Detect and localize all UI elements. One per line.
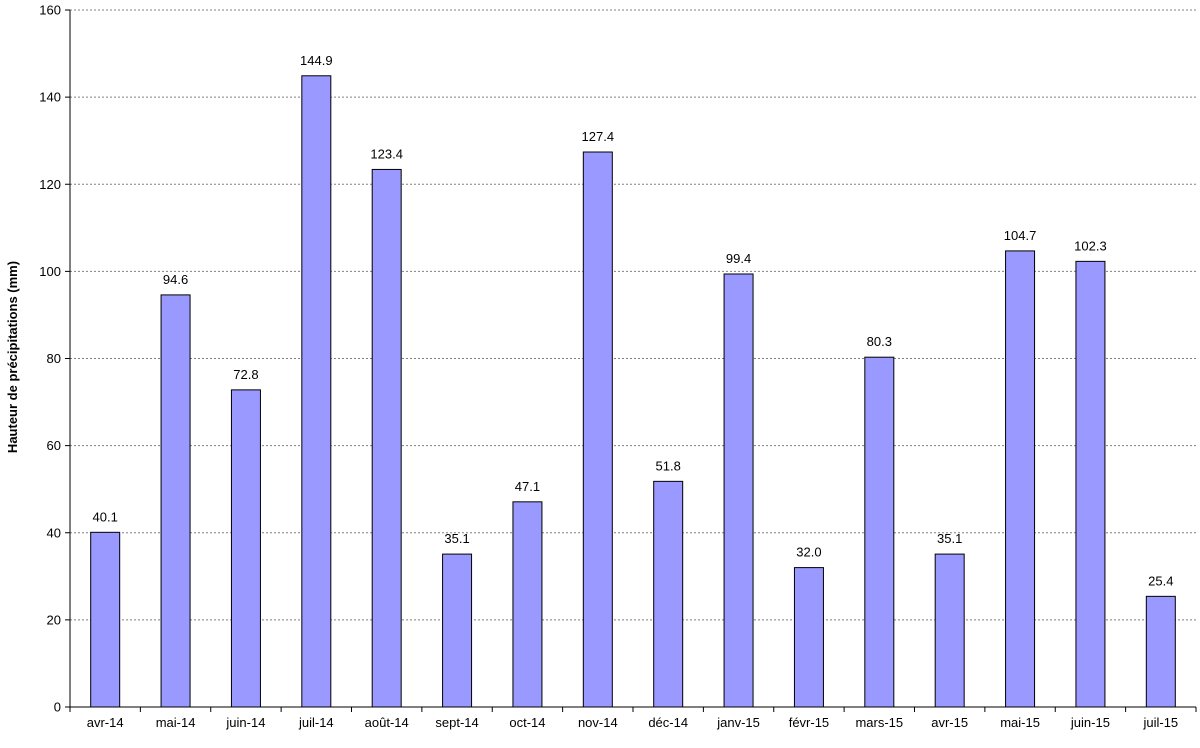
bar-nov-14 xyxy=(582,151,613,708)
y-tick-label: 140 xyxy=(39,90,61,105)
data-label: 72.8 xyxy=(233,367,258,382)
bar-mai-15 xyxy=(1005,250,1036,708)
bar-mars-15 xyxy=(864,356,895,708)
x-tick-labels: avr-14 mai-14 juin-14 juil-14 août-14 sept-14… xyxy=(87,715,1178,730)
y-axis-title: Hauteur de précipitations (mm) xyxy=(5,261,20,453)
data-label: 80.3 xyxy=(867,334,892,349)
x-tick-label: juil-15 xyxy=(1142,715,1178,730)
bar-déc-14 xyxy=(653,480,684,708)
y-tick-labels: 0 20 40 60 80 100 120 140 160 xyxy=(39,3,61,715)
data-label: 40.1 xyxy=(93,509,118,524)
bar-mai-14 xyxy=(160,294,191,708)
data-label: 123.4 xyxy=(370,146,403,161)
x-tick-label: juin-14 xyxy=(225,715,265,730)
bars xyxy=(90,75,1176,708)
y-tick-label: 20 xyxy=(47,612,61,627)
bar-oct-14 xyxy=(512,501,543,708)
data-label: 104.7 xyxy=(1004,228,1037,243)
axes xyxy=(65,9,1197,712)
data-label: 47.1 xyxy=(515,479,540,494)
bar-sept-14 xyxy=(442,553,473,708)
y-tick-label: 100 xyxy=(39,264,61,279)
x-tick-label: juil-14 xyxy=(298,715,334,730)
data-labels: 40.1 94.6 72.8 144.9 123.4 35.1 47.1 127.4 51.8 9… xyxy=(93,53,1174,589)
bar-avr-15 xyxy=(934,553,965,708)
x-tick-label: mars-15 xyxy=(855,715,903,730)
bar-juil-15 xyxy=(1145,595,1176,708)
x-tick-label: févr-15 xyxy=(789,715,829,730)
y-tick-label: 60 xyxy=(47,438,61,453)
x-tick-label: juin-15 xyxy=(1070,715,1110,730)
bar-juin-14 xyxy=(230,389,261,708)
bar-févr-15 xyxy=(793,567,824,708)
data-label: 35.1 xyxy=(937,531,962,546)
data-label: 51.8 xyxy=(656,458,681,473)
x-tick-label: mai-15 xyxy=(1000,715,1040,730)
data-label: 94.6 xyxy=(163,272,188,287)
bar-janv-15 xyxy=(723,273,754,708)
y-tick-label: 0 xyxy=(54,700,61,715)
y-tick-label: 40 xyxy=(47,525,61,540)
data-label: 144.9 xyxy=(300,53,333,68)
x-tick-label: mai-14 xyxy=(156,715,196,730)
bar-août-14 xyxy=(371,168,402,708)
x-tick-label: nov-14 xyxy=(578,715,618,730)
x-tick-label: août-14 xyxy=(365,715,409,730)
x-tick-label: avr-14 xyxy=(87,715,124,730)
data-label: 35.1 xyxy=(444,531,469,546)
y-tick-label: 120 xyxy=(39,177,61,192)
x-tick-label: avr-15 xyxy=(931,715,968,730)
data-label: 127.4 xyxy=(582,129,615,144)
x-tick-label: déc-14 xyxy=(648,715,688,730)
data-label: 25.4 xyxy=(1148,573,1173,588)
data-label: 99.4 xyxy=(726,251,751,266)
x-tick-label: oct-14 xyxy=(509,715,545,730)
data-label: 32.0 xyxy=(796,545,821,560)
bar-avr-14 xyxy=(90,531,121,708)
y-tick-label: 160 xyxy=(39,3,61,18)
x-tick-label: janv-15 xyxy=(716,715,760,730)
bar-juin-15 xyxy=(1075,260,1106,708)
x-tick-label: sept-14 xyxy=(435,715,478,730)
bar-juil-14 xyxy=(301,75,332,708)
y-tick-label: 80 xyxy=(47,351,61,366)
data-label: 102.3 xyxy=(1074,238,1107,253)
